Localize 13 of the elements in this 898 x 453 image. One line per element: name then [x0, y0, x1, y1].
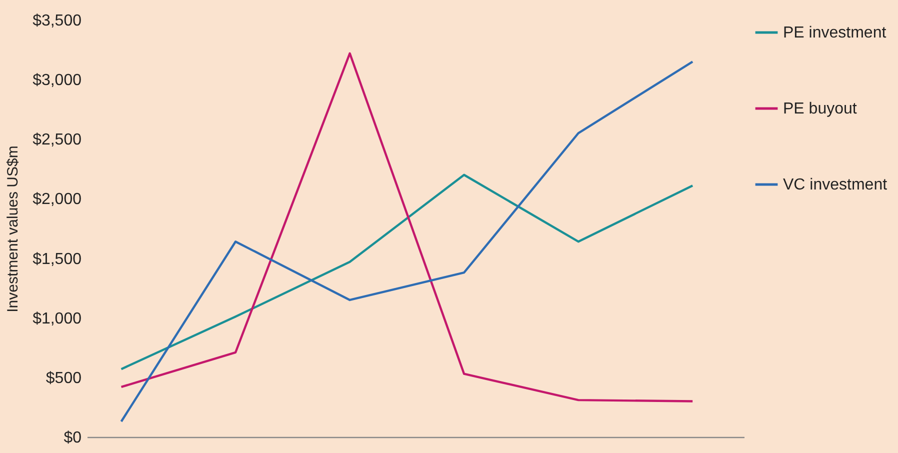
y-tick-label: $1,500	[32, 250, 82, 268]
y-tick-label: $500	[46, 370, 82, 387]
legend-label: VC investment	[783, 176, 888, 194]
y-axis-title: Investment values US$m	[4, 146, 22, 312]
y-tick-label: $0	[64, 430, 82, 446]
y-tick-label: $3,500	[32, 12, 82, 30]
y-tick-label: $2,000	[32, 191, 82, 208]
y-tick-label: $3,000	[32, 72, 82, 90]
y-tick-label: $1,000	[32, 310, 82, 328]
line-series	[120, 174, 694, 370]
y-tick-label: $2,500	[32, 132, 82, 149]
legend-label: PE investment	[783, 24, 887, 42]
legend-label: PE buyout	[783, 100, 858, 118]
